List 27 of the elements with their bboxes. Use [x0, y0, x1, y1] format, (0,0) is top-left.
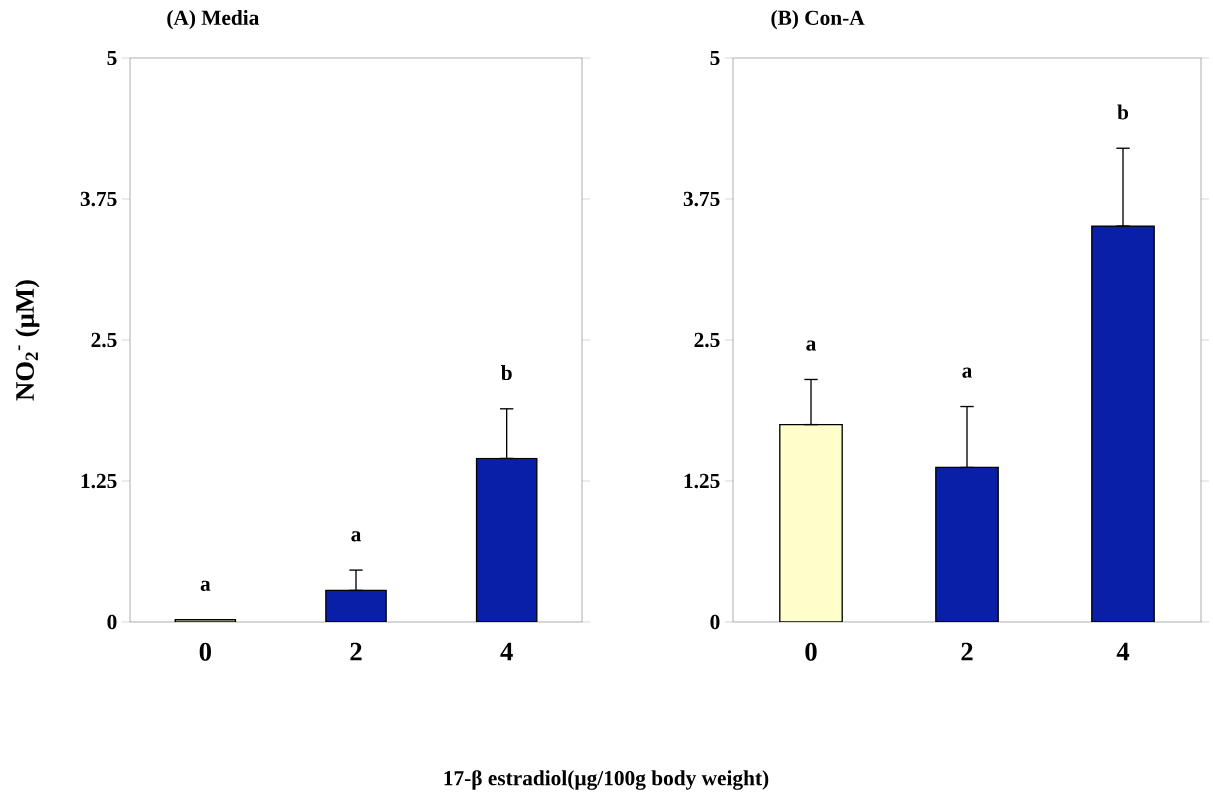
chart-title: (B) Con-A — [771, 9, 865, 30]
annotation: a — [962, 367, 973, 378]
x-tick-label: 0 — [199, 642, 211, 661]
annotation: a — [351, 531, 362, 542]
y-tick-label: 2.5 — [91, 332, 117, 348]
chart-title: (A) Media — [167, 9, 260, 30]
x-tick-label: 0 — [805, 642, 817, 661]
y-tick-label: 0 — [710, 614, 720, 630]
annotation: a — [806, 340, 817, 351]
x-tick-label: 2 — [350, 642, 362, 661]
annotation: b — [1117, 104, 1129, 120]
y-tick-label: 5 — [107, 50, 117, 66]
x-tick-label: 4 — [1116, 642, 1130, 661]
y-tick-label: 3.75 — [80, 191, 117, 207]
y-axis-title: NO$_{2}$$^{-}$ (µM) — [15, 280, 40, 401]
y-tick-label: 0 — [107, 614, 117, 630]
annotation: a — [200, 580, 211, 592]
y-tick-label: 2.5 — [694, 332, 720, 348]
x-tick-label: 2 — [961, 642, 973, 661]
y-tick-label: 1.25 — [684, 473, 720, 489]
x-axis-title: 17-β estradiol(µg/100g body weight) — [444, 770, 769, 790]
y-tick-label: 1.25 — [81, 473, 117, 489]
y-tick-label: 3.75 — [683, 191, 720, 207]
bar — [1091, 225, 1155, 622]
x-tick-label: 4 — [500, 642, 513, 661]
annotation: b — [501, 365, 512, 381]
y-tick-label: 5 — [710, 50, 720, 66]
